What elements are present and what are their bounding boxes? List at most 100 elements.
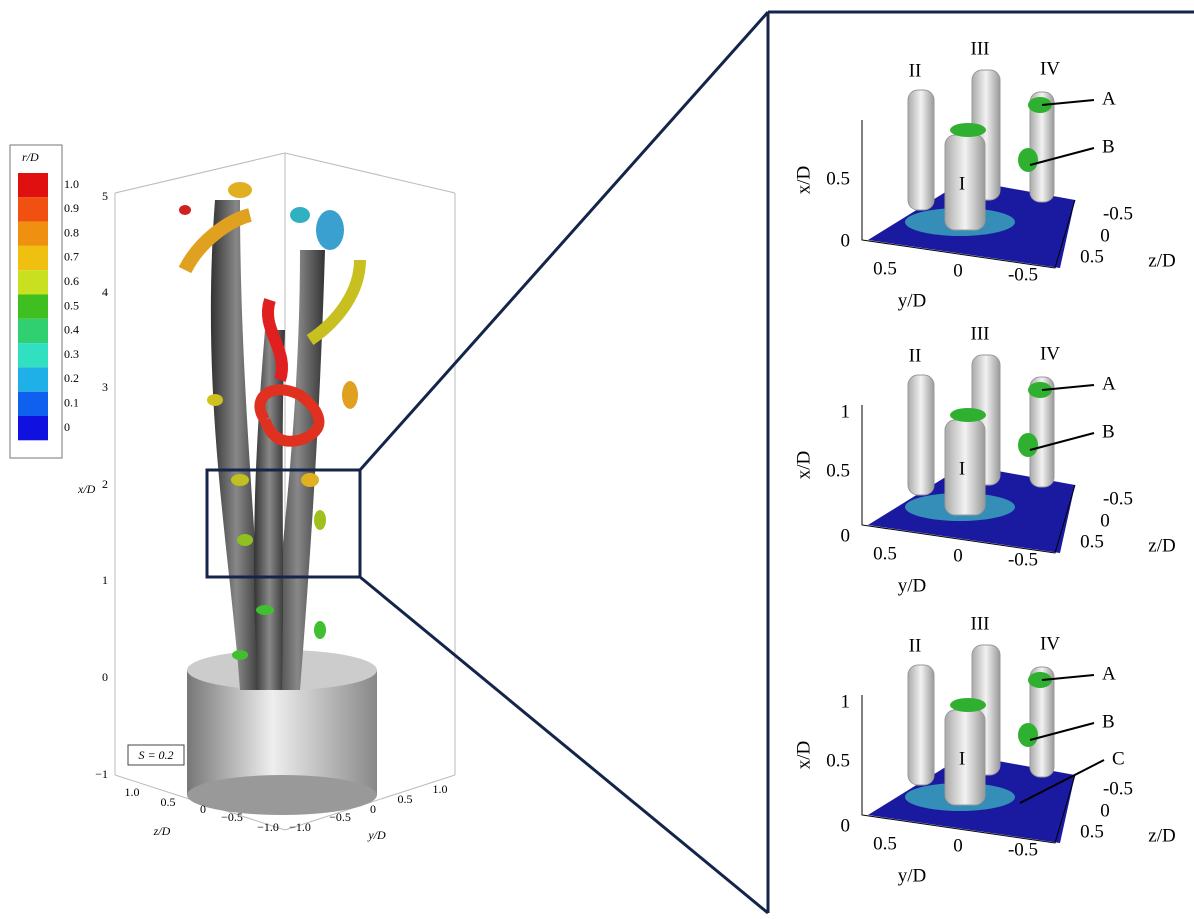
x-tick-label: 0 — [102, 670, 108, 684]
feature-label: A — [1102, 663, 1116, 684]
colored-isosurfaces — [178, 182, 366, 660]
annotation: S = 0.2 — [138, 748, 173, 762]
green-structure — [1028, 382, 1052, 398]
x-tick-label: 0.5 — [826, 750, 850, 771]
z-axis-label: z/D — [1148, 825, 1175, 846]
colorbar-swatch — [18, 391, 48, 416]
colorbar-swatch — [18, 221, 48, 246]
green-structure — [1018, 148, 1038, 172]
z-axis-label: z/D — [1148, 250, 1175, 271]
y-tick-label: −1.0 — [289, 820, 311, 834]
vortex-tubes — [210, 200, 325, 690]
colorbar-title: r/D — [22, 150, 39, 164]
y-tick-label: 1.0 — [433, 782, 448, 796]
y-axis-label: y/D — [898, 290, 927, 311]
y-tick-label: 0 — [370, 802, 376, 816]
y-axis-label: y/D — [898, 865, 927, 886]
colorbar-label: 1.0 — [64, 177, 79, 191]
y-tick-label: 0.5 — [873, 833, 897, 854]
vortex-label: II — [909, 635, 922, 656]
z-tick-label: 0 — [1100, 800, 1110, 821]
annotation-box — [127, 744, 185, 766]
feature-label: C — [1112, 748, 1125, 769]
vortex-tube — [907, 89, 935, 211]
leader-line — [1041, 99, 1095, 106]
colorbar-label: 0 — [64, 420, 70, 434]
colorbar-swatch — [18, 318, 48, 344]
vortex-label: III — [971, 613, 990, 634]
colorbar-swatch — [18, 197, 48, 222]
axis-line — [861, 120, 1076, 269]
leader-line — [1029, 147, 1095, 166]
vortex-tube — [907, 374, 935, 496]
green-structure — [950, 123, 986, 137]
x-tick-label: 0 — [841, 230, 851, 251]
x-axis-label: x/D — [793, 166, 814, 195]
vortex-label: I — [959, 748, 965, 769]
x-axis-label: x/D — [793, 451, 814, 480]
colorbar-swatch — [18, 416, 48, 441]
y-tick-label: 0 — [953, 260, 963, 281]
z-tick-label: 0.5 — [1080, 821, 1104, 842]
x-tick-label: 1 — [102, 573, 108, 587]
z-tick-label: 0 — [1100, 225, 1110, 246]
z-axis-label: z/D — [153, 824, 171, 838]
colorbar-label: 0.7 — [64, 250, 79, 264]
leader-line — [1029, 432, 1095, 451]
feature-label: B — [1102, 136, 1115, 157]
x-tick-label: 4 — [102, 285, 108, 299]
green-structure — [950, 698, 986, 712]
z-tick-label: 0.5 — [1080, 246, 1104, 267]
y-tick-label: -0.5 — [1008, 839, 1038, 860]
feature-label: A — [1102, 373, 1116, 394]
y-tick-label: 0.5 — [398, 792, 413, 806]
colorbar-swatch — [18, 270, 48, 295]
green-structure — [1028, 672, 1052, 688]
colorbar-swatch — [18, 294, 48, 319]
colorbar-swatch — [18, 367, 48, 392]
y-axis-label: y/D — [898, 575, 927, 596]
z-tick-label: 0.5 — [161, 795, 176, 809]
feature-label: B — [1102, 421, 1115, 442]
zoom-box — [205, 468, 362, 579]
z-tick-label: -0.5 — [1103, 488, 1133, 509]
colorbar-label: 0.1 — [64, 395, 79, 409]
z-axis-label: z/D — [1148, 535, 1175, 556]
y-tick-label: 0 — [953, 545, 963, 566]
colorbar-swatch — [18, 173, 48, 198]
z-tick-label: 0 — [200, 802, 206, 816]
vortex-label: IV — [1040, 633, 1060, 654]
colorbar-label: 0.8 — [64, 225, 79, 239]
x-tick-label: −1 — [95, 767, 108, 781]
colorbar-label: 0.9 — [64, 201, 79, 215]
y-tick-label: 0 — [953, 835, 963, 856]
vortex-tube — [907, 664, 935, 786]
colorbar-swatch — [18, 343, 48, 368]
green-structure — [1018, 723, 1038, 747]
leader-line — [1019, 759, 1105, 804]
x-axis-label: x/D — [77, 482, 96, 496]
vortex-label: II — [909, 60, 922, 81]
leader-line — [1041, 674, 1095, 681]
colorbar-label: 0.3 — [64, 347, 79, 361]
x-tick-label: 0 — [841, 525, 851, 546]
vortex-tube — [1029, 91, 1055, 203]
x-tick-label: 1 — [841, 691, 851, 712]
green-structure — [950, 408, 986, 422]
vortex-tube — [1029, 666, 1055, 778]
leader-line — [1041, 384, 1095, 391]
x-tick-label: 5 — [102, 189, 108, 203]
colorbar-label: 0.6 — [64, 274, 79, 288]
vortex-label: I — [959, 173, 965, 194]
vortex-label: I — [959, 458, 965, 479]
y-tick-label: 0.5 — [873, 543, 897, 564]
vortex-label: II — [909, 345, 922, 366]
colorbar-label: 0.4 — [64, 323, 79, 337]
vortex-tube — [1029, 376, 1055, 488]
axis-line — [861, 695, 1076, 844]
vortex-label: III — [971, 323, 990, 344]
x-axis-label: x/D — [793, 741, 814, 770]
z-tick-label: 0.5 — [1080, 531, 1104, 552]
feature-label: A — [1102, 88, 1116, 109]
